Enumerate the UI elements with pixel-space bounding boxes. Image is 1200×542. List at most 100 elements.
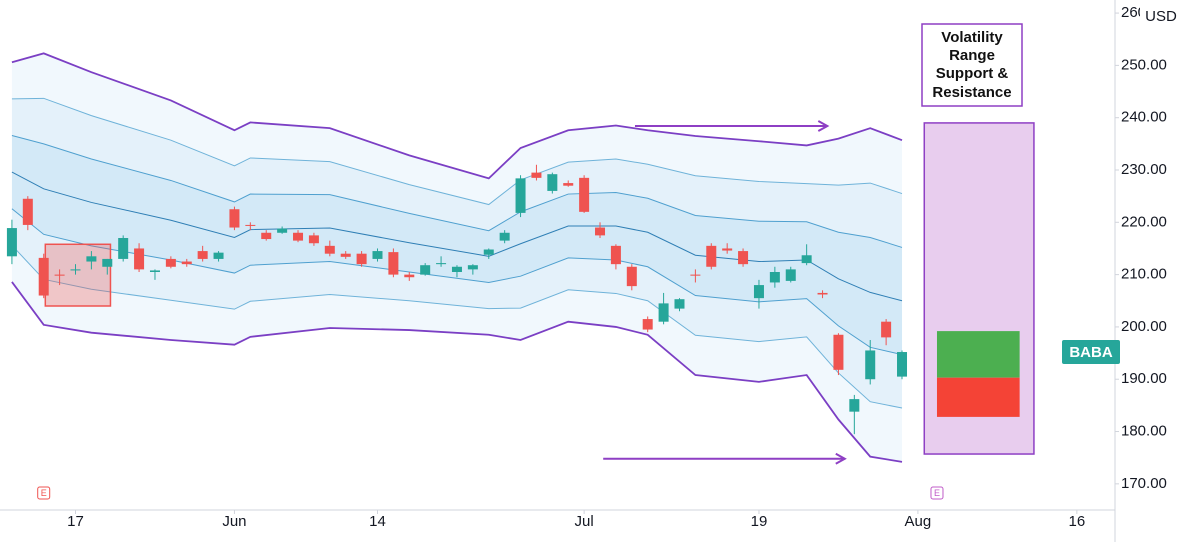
candle-body <box>54 274 65 276</box>
candle-body <box>38 257 49 296</box>
candle-body <box>420 265 431 275</box>
band-fill <box>11 53 903 205</box>
annotation-line: Volatility <box>941 29 1003 46</box>
candle-body <box>849 399 860 412</box>
candle-body <box>308 235 319 244</box>
candle-body <box>658 303 669 322</box>
earnings-marker-label: E <box>934 488 940 498</box>
y-tick-label: 190.00 <box>1121 370 1167 387</box>
candle-body <box>769 272 780 283</box>
candle-body <box>388 252 399 275</box>
currency-box <box>1140 5 1182 27</box>
candle-body <box>706 245 717 267</box>
candle-body <box>213 252 224 259</box>
band-fill <box>11 208 903 408</box>
earnings-marker <box>37 486 51 500</box>
x-tick-label: Jun <box>222 513 246 530</box>
band-fill <box>11 98 903 248</box>
candle-body <box>277 228 288 233</box>
symbol-tag <box>1062 340 1120 365</box>
x-tick-label: Jul <box>575 513 594 530</box>
candle-body <box>531 172 542 178</box>
candle-body <box>738 251 749 265</box>
candle-body <box>722 248 733 251</box>
candle-body <box>165 258 176 267</box>
candle-body <box>118 238 129 259</box>
candle-body <box>436 263 447 265</box>
candle-body <box>563 183 574 186</box>
candle-body <box>261 232 272 240</box>
x-tick-label: 14 <box>369 513 386 530</box>
candle-body <box>245 224 256 226</box>
y-tick-label: 220.00 <box>1121 213 1167 230</box>
x-tick-label: 19 <box>751 513 768 530</box>
candle-body <box>499 232 510 241</box>
candle-body <box>626 266 637 287</box>
candle-body <box>404 274 415 278</box>
candle-body <box>642 319 653 330</box>
axes: 170.00 180.00 190.00 200.00 210.00 220.00 230.… <box>67 4 1167 530</box>
candle-body <box>595 227 606 236</box>
band-outer-line <box>11 281 903 463</box>
candle-body <box>197 251 208 259</box>
band-outer-line <box>11 52 903 180</box>
candle-body <box>610 245 621 265</box>
earnings-marker <box>930 486 944 500</box>
y-tick-label: 250.00 <box>1121 56 1167 73</box>
candle-body <box>467 265 478 270</box>
candle-body <box>372 251 383 259</box>
candle-body <box>22 198 33 225</box>
candle-body <box>801 255 812 264</box>
x-tick-label: 17 <box>67 513 84 530</box>
candle-body <box>356 253 367 265</box>
target-zone <box>936 331 1020 378</box>
candle-body <box>753 285 764 299</box>
currency-label: USD <box>1145 8 1177 25</box>
candle-body <box>229 209 240 228</box>
candle-body <box>881 321 892 338</box>
candle-body <box>324 245 335 254</box>
candle-body <box>70 269 81 271</box>
candle-body <box>483 249 494 255</box>
x-tick-label: 16 <box>1069 513 1086 530</box>
candle-body <box>340 253 351 257</box>
candle-body <box>897 352 908 377</box>
annotation-frame <box>921 23 1023 107</box>
candle-body <box>149 270 160 272</box>
candle-body <box>674 299 685 309</box>
candle-body <box>690 274 701 276</box>
candle-body <box>833 334 844 370</box>
candle-body <box>817 292 828 295</box>
x-tick-label: Aug <box>905 513 932 530</box>
candle-body <box>865 350 876 380</box>
y-tick-label: 240.00 <box>1121 109 1167 126</box>
candle-body <box>293 232 304 241</box>
candle-body <box>6 228 17 257</box>
candle-body <box>547 174 558 191</box>
symbol-label: BABA <box>1069 344 1112 361</box>
y-tick-label: 180.00 <box>1121 423 1167 440</box>
earnings-marker-label: E <box>41 488 47 498</box>
candle-body <box>181 261 192 265</box>
annotation-line: Range <box>949 47 995 64</box>
candle-body <box>579 177 590 212</box>
target-zone <box>936 377 1020 417</box>
y-tick-label: 200.00 <box>1121 318 1167 335</box>
y-tick-label: 230.00 <box>1121 161 1167 178</box>
candle-body <box>134 248 145 270</box>
candle-body <box>785 269 796 281</box>
band-line <box>11 244 903 409</box>
band-fill <box>11 172 903 355</box>
band-fill <box>11 245 903 462</box>
annotation-line: Support & <box>936 65 1009 82</box>
candle-body <box>102 258 113 267</box>
y-tick-label: 210.00 <box>1121 266 1167 283</box>
y-tick-label: 170.00 <box>1121 475 1167 492</box>
candle-body <box>86 256 97 262</box>
annotation-box: Volatility Range Support & Resistance <box>921 23 1023 107</box>
candle-body <box>515 178 526 213</box>
annotation-line: Resistance <box>932 84 1011 101</box>
